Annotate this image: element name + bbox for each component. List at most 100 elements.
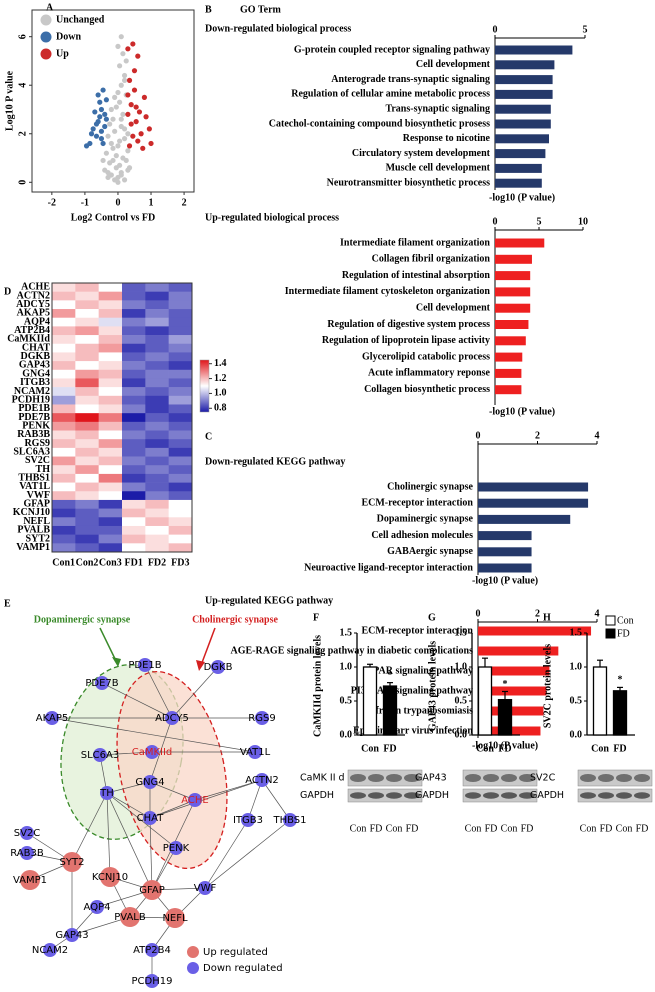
data-point bbox=[141, 94, 148, 100]
category-label: FD bbox=[613, 743, 626, 754]
y-tick-label: 6 bbox=[17, 34, 28, 39]
lane-label: Con bbox=[465, 823, 482, 834]
data-point bbox=[115, 179, 121, 185]
blot-band bbox=[519, 792, 535, 799]
data-point bbox=[100, 140, 106, 147]
blot-band bbox=[350, 792, 366, 799]
heat-cell bbox=[52, 508, 76, 518]
heat-cell bbox=[145, 335, 169, 345]
data-point bbox=[125, 167, 131, 173]
node-label: VAMP1 bbox=[13, 875, 47, 886]
blot-label: GAPDH bbox=[300, 790, 334, 801]
category-label: Neurotransmitter biosynthetic process bbox=[327, 177, 490, 188]
data-point bbox=[120, 51, 126, 57]
blot-band bbox=[483, 792, 499, 799]
y-tick-label: 2 bbox=[17, 131, 28, 136]
row-label: ADCY5 bbox=[16, 299, 50, 310]
significance: * bbox=[503, 679, 508, 690]
blot-band bbox=[598, 774, 614, 782]
heat-cell bbox=[145, 465, 169, 475]
row-label: GFAP bbox=[24, 499, 50, 510]
row-label: ACHE bbox=[21, 282, 50, 293]
heat-cell bbox=[145, 482, 169, 492]
data-point bbox=[83, 143, 90, 149]
data-point bbox=[118, 82, 124, 88]
heat-cell bbox=[168, 534, 193, 544]
category-label: PPAR signaling pathway bbox=[367, 665, 473, 676]
data-point bbox=[123, 58, 129, 64]
edge bbox=[106, 792, 151, 819]
edge bbox=[106, 792, 111, 878]
bar bbox=[478, 514, 571, 524]
heat-cell bbox=[98, 465, 123, 475]
heat-cell bbox=[98, 335, 123, 345]
blot-band bbox=[483, 774, 499, 782]
y-tick-label: 1.0 bbox=[570, 661, 583, 672]
row-label: VAMP1 bbox=[16, 542, 50, 553]
category-label: FD bbox=[498, 743, 511, 754]
legend-label: Unchanged bbox=[56, 14, 105, 25]
bar bbox=[478, 686, 547, 696]
node bbox=[138, 658, 152, 672]
heat-cell bbox=[52, 482, 76, 492]
data-point bbox=[135, 53, 141, 59]
data-point bbox=[102, 111, 108, 117]
heat-cell bbox=[98, 395, 123, 405]
heat-cell bbox=[98, 473, 123, 483]
heat-cell bbox=[145, 378, 169, 388]
x-tick-label: 0 bbox=[493, 216, 498, 227]
heat-cell bbox=[145, 326, 169, 336]
node bbox=[188, 793, 202, 807]
heat-cell bbox=[52, 291, 76, 301]
category-label: Anterograde trans-synaptic signaling bbox=[331, 74, 490, 85]
heat-cell bbox=[122, 361, 146, 371]
edge bbox=[149, 779, 263, 819]
column-label: Con1 bbox=[52, 557, 75, 568]
heat-cell bbox=[98, 456, 123, 466]
heat-cell bbox=[168, 378, 193, 388]
heat-cell bbox=[52, 534, 76, 544]
heat-cell bbox=[75, 291, 99, 301]
colorbar-tick-label: 1.0 bbox=[214, 388, 227, 399]
bar bbox=[495, 134, 549, 144]
heat-cell bbox=[145, 430, 169, 440]
data-point bbox=[125, 46, 131, 52]
heat-cell bbox=[122, 517, 146, 527]
heat-cell bbox=[98, 517, 123, 527]
category-label: ECM-receptor interaction bbox=[361, 625, 473, 636]
heat-cell bbox=[98, 508, 123, 518]
data-point bbox=[115, 143, 121, 149]
chart-title: Down-regulated KEGG pathway bbox=[205, 456, 345, 467]
heat-cell bbox=[145, 456, 169, 466]
x-tick-label: 0 bbox=[476, 430, 481, 441]
row-label: DGKB bbox=[21, 351, 51, 362]
heat-cell bbox=[122, 534, 146, 544]
y-tick-label: 1.0 bbox=[455, 661, 468, 672]
heat-cell bbox=[168, 352, 193, 362]
node-label: VWF bbox=[194, 883, 217, 894]
legend-marker bbox=[187, 946, 199, 958]
lane-label: FD bbox=[600, 823, 613, 834]
y-tick-label: 0.5 bbox=[570, 695, 583, 706]
blot-band bbox=[616, 774, 632, 782]
node bbox=[95, 676, 109, 690]
data-point bbox=[118, 172, 124, 178]
data-point bbox=[112, 128, 118, 134]
bar bbox=[495, 254, 532, 264]
y-tick-label: 0.5 bbox=[340, 695, 353, 706]
data-point bbox=[138, 131, 144, 137]
heat-cell bbox=[75, 335, 99, 345]
category-label: Collagen fibril organization bbox=[372, 254, 491, 265]
heat-cell bbox=[145, 352, 169, 362]
arrowhead bbox=[196, 660, 205, 671]
heat-cell bbox=[145, 508, 169, 518]
category-label: Circulatory system development bbox=[352, 148, 491, 159]
blot-band bbox=[634, 774, 650, 782]
heat-cell bbox=[75, 283, 99, 292]
y-tick-label: 0 bbox=[17, 180, 28, 185]
node-label: NEFL bbox=[162, 913, 188, 924]
bar bbox=[495, 385, 522, 395]
lane-label: FD bbox=[521, 823, 534, 834]
data-point bbox=[146, 126, 152, 132]
node-label: KCNJ10 bbox=[92, 872, 128, 883]
